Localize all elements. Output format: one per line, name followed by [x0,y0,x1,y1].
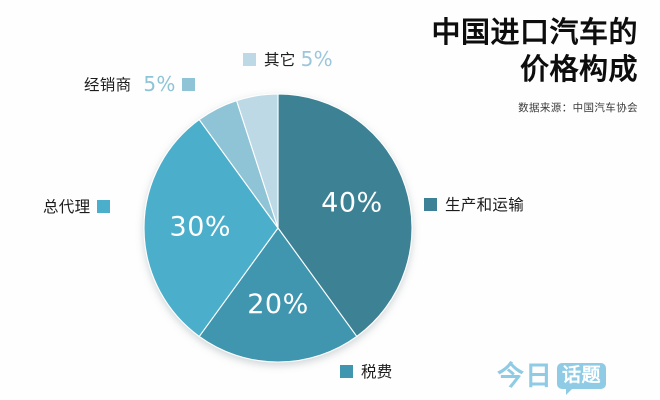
pie-slice-label-production-transport: 40% [321,188,383,219]
legend-label-production-transport: 生产和运输 [445,196,525,214]
watermark-text: 今日 [497,360,553,392]
legend-item-dealer[interactable]: 经销商 5% [84,72,195,96]
pie-slice-tax[interactable] [198,227,358,363]
legend-item-production-transport[interactable]: 生产和运输 [424,193,524,215]
pie-slice-label-tax: 20% [247,289,309,320]
legend-value-other: 5% [300,47,333,71]
legend-item-tax[interactable]: 税费 [340,360,393,382]
pie-slice-production-transport[interactable] [277,93,413,338]
pie-svg: 40% 20% 30% [143,93,413,363]
legend-swatch-dealer [181,77,195,91]
legend-label-general-agent: 总代理 [43,198,91,216]
legend-item-other[interactable]: 其它 5% [243,47,333,71]
pie-slice-label-general-agent: 30% [170,212,232,243]
legend-swatch-production-transport [424,197,437,211]
legend-swatch-general-agent [97,199,111,213]
legend-swatch-other [243,52,256,66]
title-block: 中国进口汽车的 价格构成 数据来源：中国汽车协会 [338,14,638,115]
watermark-logo: 今日 话题 [497,360,607,395]
pie-slice-general-agent[interactable] [143,118,279,338]
pie-chart: 40% 20% 30% [142,92,414,364]
legend-swatch-tax [340,364,353,378]
legend-value-dealer: 5% [143,72,176,96]
data-source-note: 数据来源：中国汽车协会 [518,102,638,115]
legend-label-dealer: 经销商 [84,76,132,94]
watermark-badge-text: 话题 [562,364,602,386]
watermark-badge-bubble: 话题 [557,363,607,395]
legend-label-tax: 税费 [361,363,393,381]
chart-title-line-1: 中国进口汽车的 [431,15,638,49]
pie-slices-group [143,93,413,363]
legend-label-other: 其它 [264,51,296,69]
chart-title-line-2: 价格构成 [519,51,638,86]
pie-slice-other[interactable] [235,93,279,229]
legend-item-general-agent[interactable]: 总代理 [43,195,111,217]
